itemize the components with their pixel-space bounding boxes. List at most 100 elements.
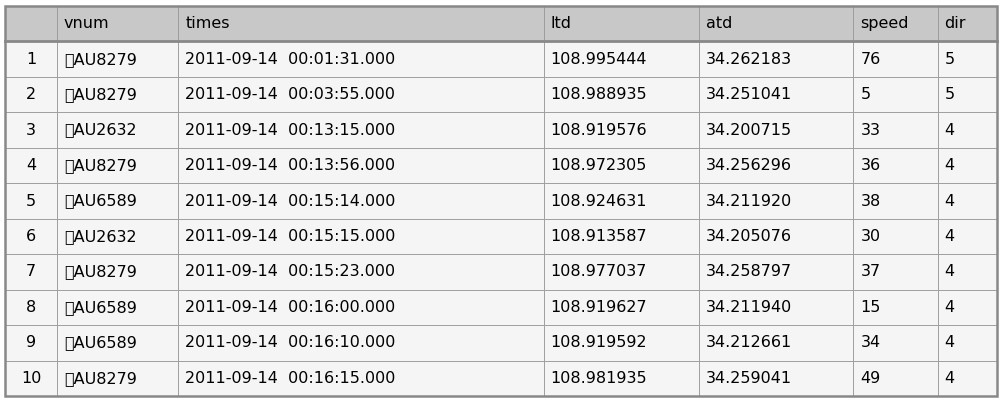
Bar	[699, 183, 853, 219]
Bar	[544, 254, 699, 290]
Text: 4: 4	[945, 158, 955, 173]
Text: 2011-09-14  00:15:23.000: 2011-09-14 00:15:23.000	[185, 264, 396, 280]
Text: 3: 3	[26, 122, 36, 138]
Bar	[5, 148, 57, 183]
Bar	[853, 219, 938, 254]
Bar	[544, 6, 699, 42]
Text: 108.977037: 108.977037	[551, 264, 647, 280]
Bar	[853, 360, 938, 396]
Text: 9: 9	[26, 335, 36, 350]
Bar	[178, 148, 544, 183]
Text: vnum: vnum	[64, 16, 110, 31]
Text: 34.251041: 34.251041	[706, 87, 792, 102]
Bar	[57, 6, 178, 42]
Text: 76: 76	[860, 52, 881, 67]
Text: 7: 7	[26, 264, 36, 280]
Bar	[544, 219, 699, 254]
Bar	[853, 290, 938, 325]
Text: 陕AU6589: 陕AU6589	[64, 300, 137, 315]
Bar	[57, 290, 178, 325]
Bar	[938, 148, 997, 183]
Text: 38: 38	[860, 194, 881, 208]
Text: 2011-09-14  00:15:15.000: 2011-09-14 00:15:15.000	[185, 229, 396, 244]
Text: 陕AU8279: 陕AU8279	[64, 52, 137, 67]
Text: 4: 4	[945, 335, 955, 350]
Bar	[853, 325, 938, 360]
Text: 2011-09-14  00:01:31.000: 2011-09-14 00:01:31.000	[185, 52, 396, 67]
Bar	[544, 183, 699, 219]
Text: 108.972305: 108.972305	[551, 158, 647, 173]
Text: 陕AU2632: 陕AU2632	[64, 122, 137, 138]
Bar	[5, 77, 57, 112]
Text: 4: 4	[945, 229, 955, 244]
Text: 5: 5	[26, 194, 36, 208]
Text: 108.919592: 108.919592	[551, 335, 647, 350]
Text: speed: speed	[860, 16, 909, 31]
Text: dir: dir	[945, 16, 966, 31]
Text: 4: 4	[26, 158, 36, 173]
Text: 108.995444: 108.995444	[551, 52, 647, 67]
Text: 34.211920: 34.211920	[706, 194, 792, 208]
Text: 2011-09-14  00:13:56.000: 2011-09-14 00:13:56.000	[185, 158, 396, 173]
Bar	[5, 219, 57, 254]
Bar	[699, 112, 853, 148]
Text: 34.259041: 34.259041	[706, 371, 792, 386]
Bar	[178, 183, 544, 219]
Bar	[853, 183, 938, 219]
Text: 108.913587: 108.913587	[551, 229, 647, 244]
Bar	[178, 360, 544, 396]
Text: 陕AU8279: 陕AU8279	[64, 158, 137, 173]
Text: 108.919627: 108.919627	[551, 300, 647, 315]
Text: 2011-09-14  00:13:15.000: 2011-09-14 00:13:15.000	[185, 122, 396, 138]
Bar	[853, 112, 938, 148]
Text: 8: 8	[26, 300, 36, 315]
Bar	[178, 6, 544, 42]
Bar	[57, 254, 178, 290]
Bar	[544, 77, 699, 112]
Text: 30: 30	[860, 229, 880, 244]
Text: 陕AU6589: 陕AU6589	[64, 194, 137, 208]
Text: 33: 33	[860, 122, 880, 138]
Text: 4: 4	[945, 264, 955, 280]
Text: 34.211940: 34.211940	[706, 300, 792, 315]
Text: 108.924631: 108.924631	[551, 194, 647, 208]
Text: atd: atd	[706, 16, 732, 31]
Text: 36: 36	[860, 158, 880, 173]
Bar	[938, 254, 997, 290]
Text: 4: 4	[945, 371, 955, 386]
Bar	[699, 148, 853, 183]
Text: 2011-09-14  00:16:00.000: 2011-09-14 00:16:00.000	[185, 300, 396, 315]
Bar	[5, 112, 57, 148]
Text: 2011-09-14  00:16:10.000: 2011-09-14 00:16:10.000	[185, 335, 396, 350]
Bar	[938, 183, 997, 219]
Text: 2011-09-14  00:16:15.000: 2011-09-14 00:16:15.000	[185, 371, 396, 386]
Bar	[178, 325, 544, 360]
Bar	[544, 360, 699, 396]
Text: 陕AU8279: 陕AU8279	[64, 371, 137, 386]
Bar	[178, 77, 544, 112]
Text: 34: 34	[860, 335, 880, 350]
Bar	[5, 42, 57, 77]
Text: 5: 5	[945, 52, 955, 67]
Text: 2: 2	[26, 87, 36, 102]
Bar	[853, 148, 938, 183]
Text: 5: 5	[860, 87, 870, 102]
Text: 4: 4	[945, 122, 955, 138]
Bar	[57, 148, 178, 183]
Bar	[57, 360, 178, 396]
Bar	[5, 254, 57, 290]
Text: 陕AU2632: 陕AU2632	[64, 229, 137, 244]
Text: 1: 1	[26, 52, 36, 67]
Bar	[853, 77, 938, 112]
Bar	[938, 325, 997, 360]
Bar	[544, 290, 699, 325]
Bar	[5, 325, 57, 360]
Bar	[5, 6, 57, 42]
Bar	[5, 183, 57, 219]
Text: 34.256296: 34.256296	[706, 158, 792, 173]
Bar	[699, 219, 853, 254]
Text: 2011-09-14  00:15:14.000: 2011-09-14 00:15:14.000	[185, 194, 396, 208]
Bar	[938, 77, 997, 112]
Text: 6: 6	[26, 229, 36, 244]
Bar	[938, 290, 997, 325]
